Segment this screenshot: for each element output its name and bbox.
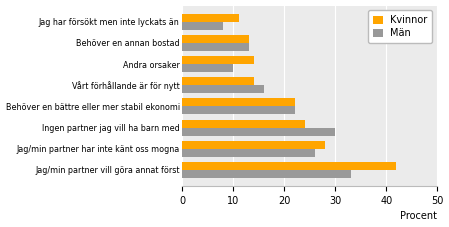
Bar [182,120,305,128]
Bar [182,35,249,43]
Bar [182,141,325,149]
Bar [182,56,254,64]
Bar [182,14,238,22]
Legend: Kvinnor, Män: Kvinnor, Män [368,10,432,43]
X-axis label: Procent: Procent [400,211,437,222]
Bar [182,149,315,157]
Bar [182,77,254,85]
Bar [182,85,264,93]
Bar [182,22,223,30]
Bar [182,98,295,106]
Bar [182,128,335,136]
Bar [182,106,295,114]
Bar [182,162,396,170]
Bar [182,64,233,72]
Bar [182,170,351,178]
Bar [182,43,249,51]
